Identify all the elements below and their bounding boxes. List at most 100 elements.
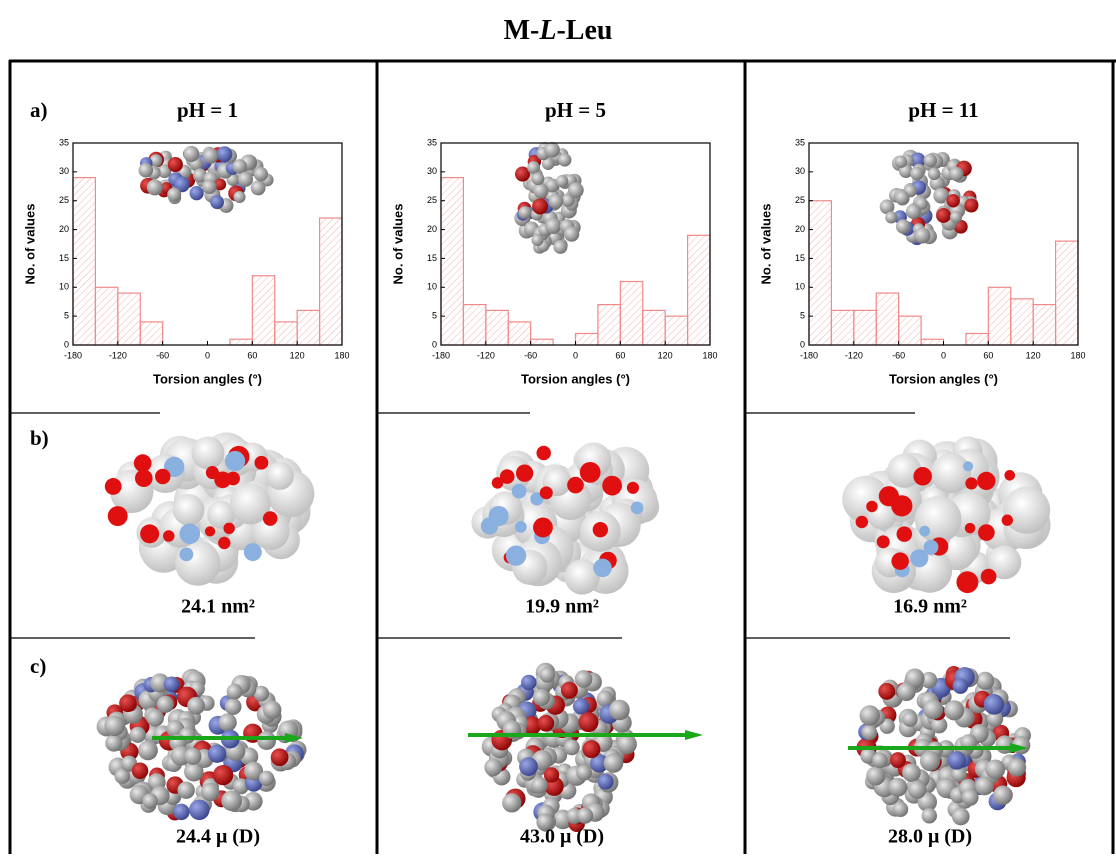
atom (909, 152, 926, 168)
title-part: M- (504, 15, 540, 46)
atom (149, 154, 163, 168)
surface-spot (515, 464, 534, 482)
surface-spot (977, 471, 996, 491)
atom (548, 193, 564, 209)
molecule (514, 141, 584, 254)
bar (875, 292, 900, 346)
surface-spot (134, 469, 153, 488)
atom (258, 770, 275, 787)
atom (894, 155, 908, 168)
x-tick-label: 60 (615, 350, 625, 360)
atom (949, 166, 964, 182)
x-axis-label: Torsion angles (°) (153, 371, 262, 386)
y-tick-label: 5 (800, 311, 805, 321)
atom (539, 666, 556, 683)
surface-spot (896, 526, 913, 542)
atom (914, 227, 931, 244)
atom (563, 739, 580, 756)
atom (603, 753, 624, 773)
molecule (856, 665, 1031, 826)
x-tick-label: -180 (64, 350, 82, 360)
surface-area: 24.1 nm² (181, 596, 255, 618)
bar (1010, 298, 1034, 346)
surface-spot (919, 525, 931, 537)
surface-spot (505, 545, 527, 566)
x-tick-label: 0 (205, 350, 210, 360)
atom (257, 731, 277, 751)
atom (531, 233, 544, 247)
atom (537, 714, 555, 732)
surface-spot (530, 492, 544, 506)
molecule (481, 662, 637, 832)
y-tick-label: 5 (432, 311, 437, 321)
surface-spot (1001, 514, 1013, 526)
surface-blob (172, 494, 205, 526)
atom (532, 688, 551, 706)
atom (944, 700, 965, 721)
atom (949, 210, 963, 224)
atom (923, 699, 944, 720)
surface (471, 442, 660, 595)
bar (94, 286, 119, 346)
atom (890, 752, 906, 769)
atom (521, 674, 537, 691)
y-tick-label: 0 (432, 339, 437, 349)
dipole-arrowhead (685, 730, 703, 740)
atom (927, 167, 941, 181)
atom (533, 183, 549, 199)
atom (200, 782, 220, 802)
surface-blob (191, 436, 225, 470)
surface-spot (104, 478, 122, 495)
surface-spot (891, 495, 913, 517)
x-tick-label: -60 (892, 350, 905, 360)
surface-blob (1003, 486, 1051, 534)
surface-spot (965, 477, 978, 490)
dipole-arrowhead (285, 733, 303, 743)
surface-blob (207, 500, 236, 529)
y-tick-label: 35 (795, 137, 805, 147)
bar (1054, 240, 1079, 346)
bar (507, 321, 532, 346)
surface-spot (243, 543, 262, 562)
surface-blob (564, 559, 600, 595)
surface-spot (218, 536, 231, 550)
atom (173, 803, 190, 821)
atom (907, 780, 927, 799)
atom (514, 166, 531, 182)
atom (921, 808, 938, 824)
surface-spot (956, 571, 979, 594)
atom (951, 766, 967, 783)
atom (250, 180, 266, 196)
x-tick-label: -60 (156, 350, 169, 360)
atom (518, 206, 532, 219)
x-axis-label: Torsion angles (°) (889, 371, 998, 386)
atom (976, 671, 995, 690)
atom (189, 799, 210, 821)
bar (830, 309, 855, 346)
atom (527, 161, 540, 174)
surface-spot (592, 521, 609, 538)
bar (139, 321, 164, 346)
atom (878, 682, 896, 700)
atom (105, 734, 123, 752)
atom (519, 757, 538, 776)
surface-spot (145, 526, 159, 540)
bar (318, 217, 343, 346)
atom (244, 761, 264, 781)
surface-spot (923, 539, 939, 555)
x-tick-label: 120 (1026, 350, 1041, 360)
atom (952, 678, 969, 694)
atom (859, 705, 880, 726)
row-label: c) (30, 654, 46, 678)
bar (251, 275, 276, 346)
surface-spot (567, 476, 584, 494)
atom (964, 198, 979, 213)
atom (545, 178, 560, 193)
surface-spot (179, 523, 201, 545)
x-tick-label: -180 (800, 350, 818, 360)
surface-spot (964, 522, 976, 534)
atom (202, 148, 219, 164)
atom (146, 709, 165, 727)
atom (897, 682, 916, 702)
surface-spot (891, 552, 909, 570)
